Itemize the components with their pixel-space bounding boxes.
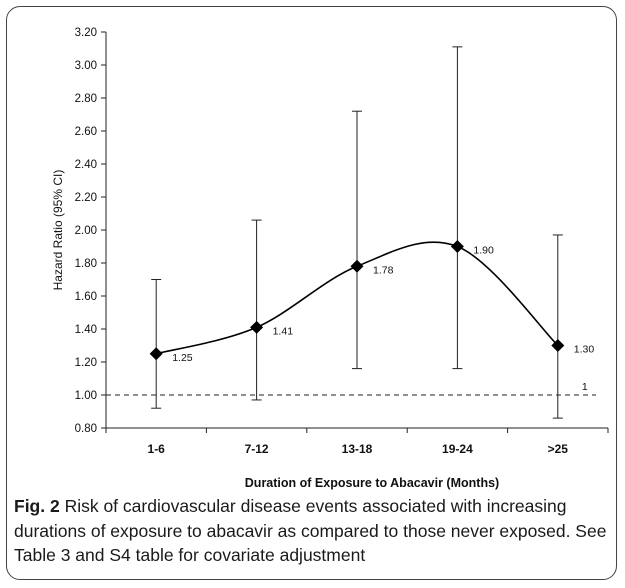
x-tick-label: 1-6 [148,442,166,456]
x-tick-label: 7-12 [245,442,269,456]
y-tick-label: 2.80 [75,93,97,105]
error-bars [151,46,563,419]
data-point-marker [350,259,364,273]
y-tick-label: 3.00 [75,60,97,72]
x-axis-label: Duration of Exposure to Abacavir (Months… [245,476,499,490]
y-tick-label: 2.60 [75,126,97,138]
data-markers [149,240,565,361]
figure-frame [6,6,617,580]
data-point-marker [250,320,264,334]
reference-line-group: 1 [106,381,596,396]
reference-line-label: 1 [582,381,588,393]
data-label: 1.30 [574,344,595,356]
y-axis-label: Hazard Ratio (95% CI) [51,170,65,291]
figure-label: Fig. 2 [14,496,60,516]
data-label: 1.25 [172,352,193,364]
data-label: 1.90 [473,245,494,257]
caption-text: Risk of cardiovascular disease events as… [14,496,607,565]
y-tick-label: 1.40 [75,324,97,336]
x-tick-label: 13-18 [342,442,373,456]
y-tick-label: 1.60 [75,291,97,303]
y-tick-label: 1.20 [75,357,97,369]
data-label: 1.41 [273,325,294,337]
y-ticks: 0.80 1.00 1.20 1.40 1.60 1.80 2.00 2.20 2.40 2.60… [75,27,106,435]
data-labels: 1.25 1.41 1.78 1.90 1.30 [172,245,594,364]
data-label: 1.78 [373,264,394,276]
x-ticks: 1-6 7-12 13-18 19-24 >25 [105,428,609,456]
data-point-marker [551,339,565,352]
y-tick-label: 2.00 [75,225,97,237]
y-tick-label: 3.20 [75,27,97,39]
y-tick-label: 1.80 [75,258,97,270]
y-tick-label: 1.00 [75,390,97,402]
hazard-ratio-chart: 1 0.80 1.00 1.20 1.40 1.60 1.80 2.00 2.20 2.40 2.… [51,27,609,490]
y-tick-label: 2.40 [75,159,97,171]
x-tick-label: 19-24 [442,442,473,456]
data-point-marker [450,240,464,253]
x-tick-label: >25 [548,442,569,456]
figure-caption: Fig. 2 Risk of cardiovascular disease ev… [14,494,614,568]
y-tick-label: 2.20 [75,192,97,204]
data-point-marker [149,347,163,361]
y-tick-label: 0.80 [75,423,97,435]
